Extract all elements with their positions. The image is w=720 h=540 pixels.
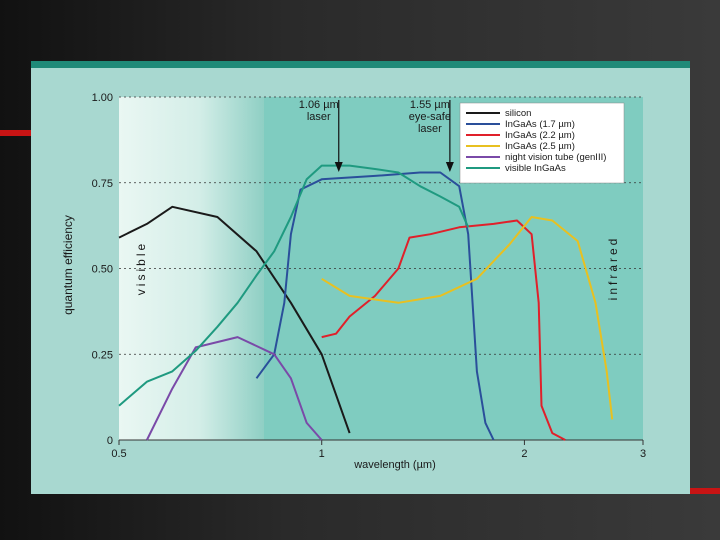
annotation-arrowhead [445,162,454,172]
x-tick-label: 0.5 [111,448,126,460]
legend-entry: InGaAs (2.5 µm) [505,141,575,152]
y-tick-label: 0.25 [92,349,113,361]
legend-entry: InGaAs (1.7 µm) [505,119,575,130]
y-tick-label: 0.75 [92,178,113,190]
y-tick-label: 0.50 [92,264,113,276]
legend-entry: night vision tube (genIII) [505,152,606,163]
series-line-6 [118,164,470,407]
series-line-4 [321,216,614,420]
annotation-label: 1.06 µm [299,99,339,111]
y-axis-label: quantum efficiency [61,215,75,315]
annotation-label: laser [418,123,442,135]
region-label-visible: visible [134,241,148,295]
x-axis-label: wavelength (µm) [353,459,436,471]
annotation-label: laser [307,111,331,123]
y-tick-label: 0 [107,435,113,447]
annotation-label: 1.55 µm [410,99,450,111]
annotation-label: eye-safe [409,111,451,123]
series-line-5 [146,336,323,441]
accent-bar-right [690,488,720,494]
series-line-2 [255,171,495,441]
legend-box [459,102,625,184]
tick-labels: 0 0.25 0.50 0.75 1.00 0.5 1 2 3 [92,92,646,460]
accent-bar-left [0,130,31,136]
annotation-arrowhead [334,162,343,172]
series-line-1 [118,205,351,434]
legend-entry: visible InGaAs [505,163,566,174]
series-line-3 [321,219,566,441]
legend-entry: InGaAs (2.2 µm) [505,130,575,141]
x-tick-label: 1 [319,448,325,460]
x-tick-label: 3 [640,448,646,460]
series-layer [118,164,614,441]
y-tick-label: 1.00 [92,92,113,104]
legend-entry: silicon [505,108,531,119]
panel-top-stripe [31,61,690,68]
x-tick-label: 2 [521,448,527,460]
region-label-infrared: infrared [606,236,620,301]
